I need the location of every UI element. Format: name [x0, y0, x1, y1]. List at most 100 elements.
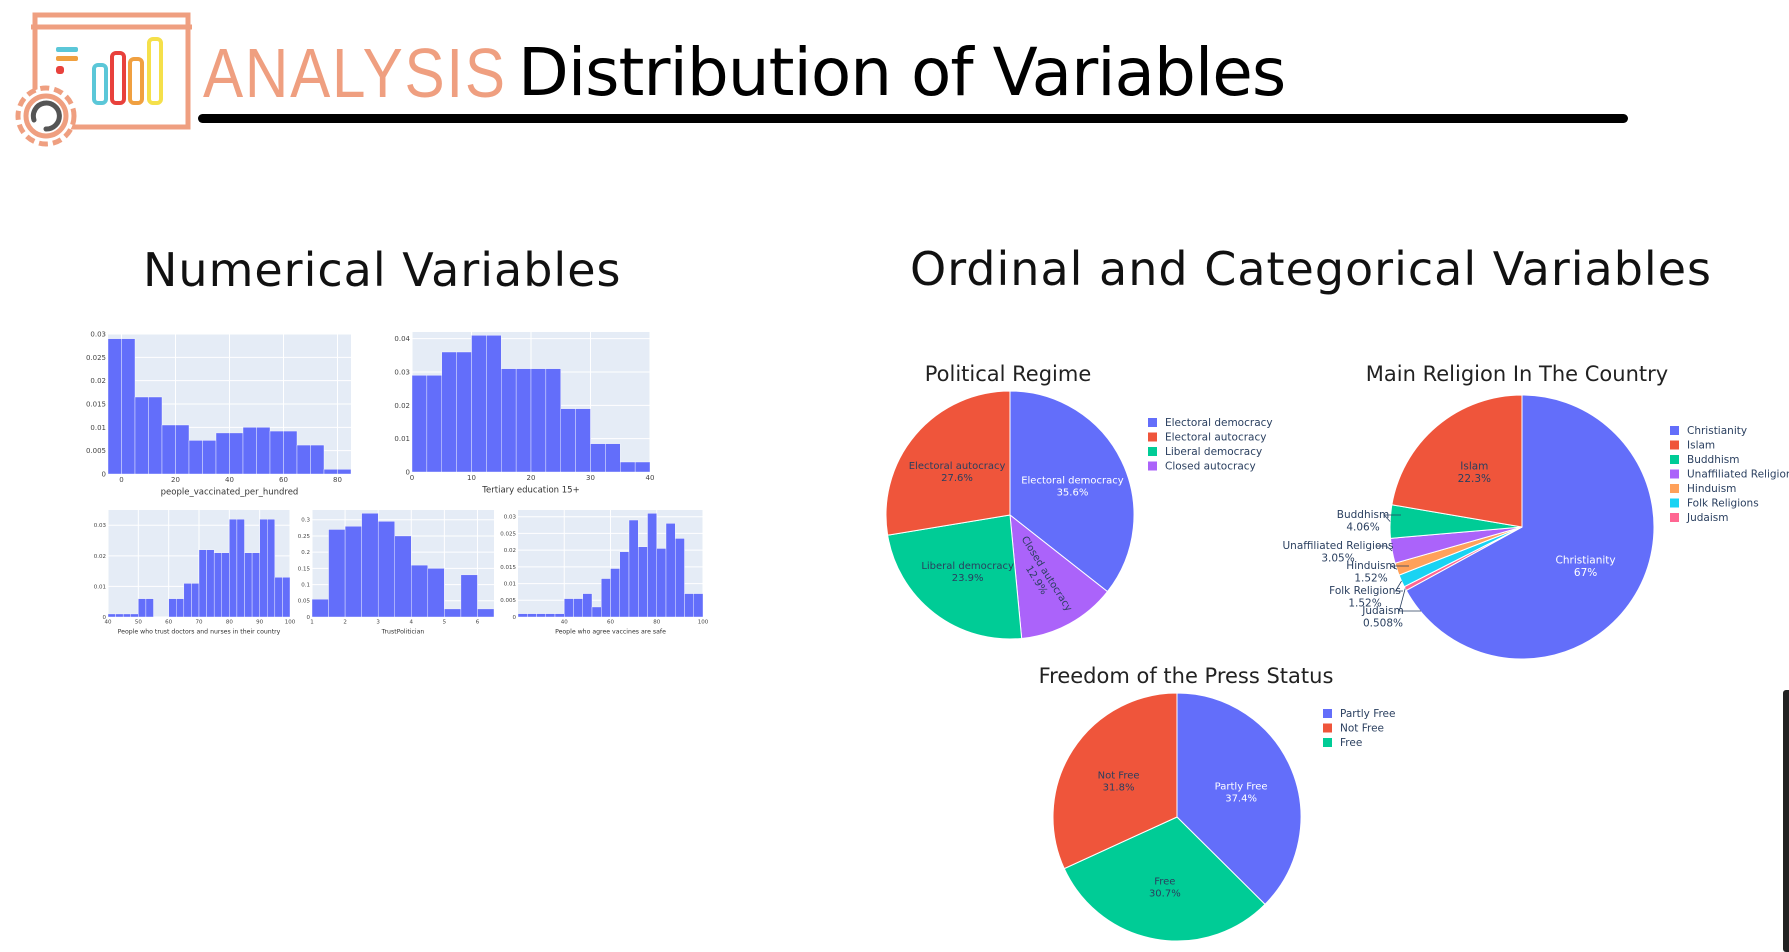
legend-entry: Islam: [1687, 440, 1715, 452]
histogram-bar: [267, 518, 276, 618]
histogram-bar: [647, 513, 657, 618]
histogram-bar: [628, 519, 639, 618]
pie-slice-percent: 3.05%: [1321, 553, 1354, 565]
legend-swatch: [1148, 447, 1157, 456]
histogram-bar: [634, 461, 651, 473]
x-tick-label: 30: [586, 474, 595, 482]
bar-orange: [128, 57, 144, 105]
histogram-bar: [213, 552, 222, 618]
pie-slice-name: Partly Free: [1215, 781, 1268, 792]
histogram-bar: [344, 526, 362, 618]
y-tick-label: 0.015: [86, 400, 106, 408]
histogram-bar: [188, 440, 203, 475]
histogram-bar: [229, 518, 238, 618]
logo-word: ANALYSIS: [203, 34, 507, 112]
legend-swatch: [1148, 418, 1157, 427]
pie-leader-line: [1390, 565, 1409, 570]
legend-entry: Electoral democracy: [1165, 417, 1273, 429]
histogram-bar: [215, 432, 230, 475]
pie-title: Political Regime: [925, 362, 1092, 386]
pie-slice-name: Electoral autocracy: [909, 461, 1006, 472]
histogram-bar: [198, 549, 207, 618]
histogram-bar: [206, 549, 215, 618]
y-tick-label: 0: [103, 615, 107, 621]
histogram-bar: [168, 598, 177, 618]
x-tick-label: 0: [410, 474, 414, 482]
histogram-bar: [310, 444, 325, 475]
title-underline: [198, 114, 1628, 123]
y-tick-label: 0.04: [394, 335, 410, 343]
bar-cyan: [92, 63, 108, 105]
histogram-bar: [256, 427, 271, 475]
histogram-bar: [145, 598, 154, 618]
histogram-bar: [269, 430, 284, 475]
histogram-people-vaccinated: 0 0.005 0.01 0.015 0.02 0.025 0.03 0 20 40 60 80 peo…: [86, 330, 352, 498]
y-tick-label: 0.25: [298, 534, 311, 540]
x-tick-label: 60: [279, 476, 288, 484]
x-tick-label: 5: [443, 620, 447, 626]
histogram-bar: [161, 424, 176, 475]
histogram-bar: [323, 469, 338, 475]
histogram-bar: [229, 432, 244, 475]
board-outline: [32, 12, 191, 130]
legend-dash-red: [56, 66, 64, 74]
x-tick-label: 40: [105, 620, 112, 626]
histogram-bar: [411, 375, 428, 473]
histogram-bar: [517, 613, 528, 618]
x-tick-label: 80: [653, 620, 660, 626]
pie-slice-name: Free: [1154, 876, 1175, 887]
pie-slice-percent: 23.9%: [952, 573, 984, 584]
x-axis-label: people_vaccinated_per_hundred: [161, 488, 299, 498]
histogram-bar: [638, 546, 648, 618]
histogram-bar: [361, 513, 379, 618]
x-tick-label: 2: [343, 620, 347, 626]
histogram-bar: [191, 583, 200, 618]
scrollbar-edge[interactable]: [1783, 690, 1789, 952]
x-tick-label: 80: [226, 620, 233, 626]
histogram-bar: [311, 598, 329, 618]
histogram-bar: [564, 598, 574, 618]
y-tick-label: 0.03: [394, 368, 410, 376]
histogram-bar: [527, 613, 537, 618]
x-tick-label: 3: [376, 620, 380, 626]
x-tick-label: 1: [310, 620, 314, 626]
legend-entry: Judaism: [1686, 512, 1728, 524]
pie-slice: [885, 390, 1011, 536]
pie-slice-name: Liberal democracy: [921, 561, 1014, 572]
legend-entry: Folk Religions: [1687, 498, 1759, 510]
legend-entry: Unaffiliated Religions: [1687, 469, 1789, 481]
histogram-bar: [610, 568, 620, 618]
legend-entry: Closed autocracy: [1165, 461, 1256, 473]
histogram-bar: [282, 577, 291, 618]
x-tick-label: 40: [561, 620, 568, 626]
histogram-vaccines-safe: 0 0.005 0.01 0.015 0.02 0.025 0.03 40 60 80 100 Peo…: [500, 510, 709, 636]
pie-slice: [1063, 816, 1266, 942]
y-tick-label: 0.005: [86, 447, 106, 455]
x-tick-label: 70: [196, 620, 203, 626]
pie-slice-name: Electoral democracy: [1021, 476, 1124, 487]
legend-swatch: [1670, 426, 1679, 435]
histogram-bar: [619, 551, 630, 618]
y-tick-label: 0.3: [301, 518, 310, 524]
legend-swatch: [1670, 484, 1679, 493]
pie-slice: [1405, 394, 1655, 660]
legend-swatch: [1148, 461, 1157, 471]
y-tick-label: 0.01: [504, 581, 516, 587]
y-tick-label: 0: [307, 615, 311, 621]
histogram-bar: [471, 335, 487, 473]
histogram-bar: [134, 396, 149, 475]
histogram-bar: [296, 444, 311, 475]
pie-slice-percent: 67%: [1574, 567, 1597, 579]
pie-slice: [887, 514, 1023, 640]
histogram-bar: [501, 368, 517, 473]
pie-slice-percent: 31.8%: [1103, 782, 1135, 793]
x-axis-label: People who agree vaccines are safe: [555, 629, 666, 636]
histogram-bar: [148, 396, 163, 475]
